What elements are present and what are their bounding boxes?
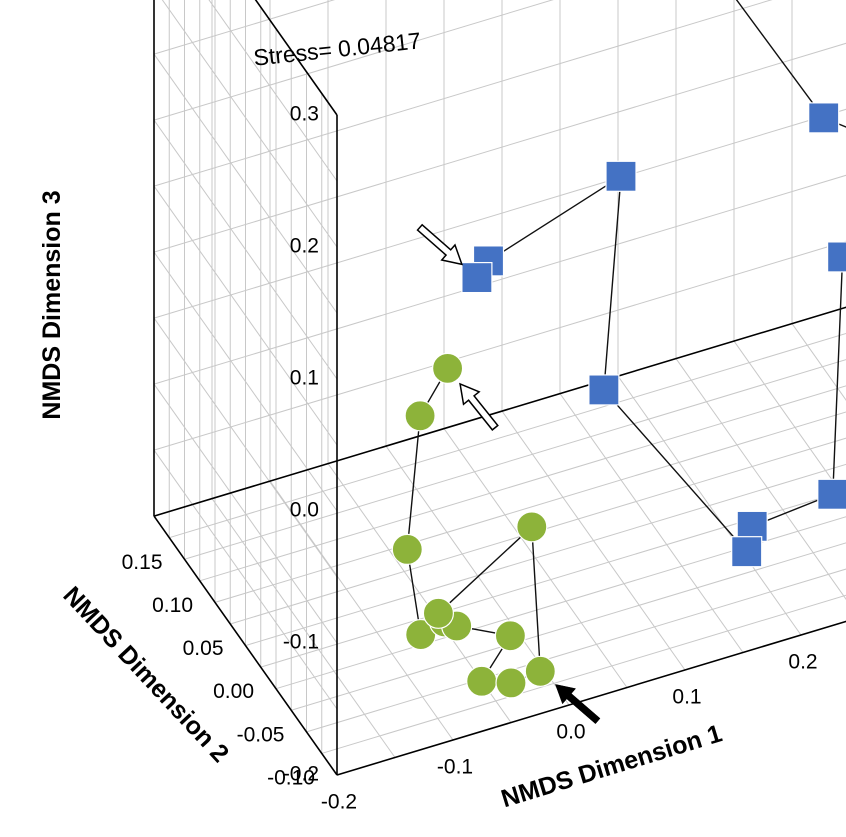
circle-point (404, 400, 436, 432)
frame-edge (153, 515, 338, 776)
back-wall-grid-line (153, 0, 554, 121)
floor-grid-line (245, 463, 846, 647)
square-point (817, 478, 846, 510)
floor-grid-line (199, 385, 846, 582)
x-tick-label: -0.1 (437, 756, 473, 779)
circle-point (391, 533, 423, 565)
side-wall-grid-line (153, 53, 338, 314)
floor-grid-line (321, 594, 846, 754)
x-tick-label: 0.1 (672, 686, 701, 709)
grid-lines (153, 0, 846, 776)
side-wall-grid-line (153, 317, 338, 578)
annotation-arrows (416, 223, 601, 725)
circle-point (432, 352, 464, 384)
back-wall-grid-line (153, 0, 336, 55)
floor-grid-line (306, 568, 846, 733)
frame-edge (153, 306, 846, 517)
trajectory-lines (406, 0, 846, 684)
y-tick-label: 0.10 (152, 594, 193, 617)
square-point (731, 536, 763, 568)
stress-label: Stress= 0.04817 (252, 27, 422, 70)
square-point (826, 241, 846, 273)
z-tick-label: -0.2 (283, 763, 319, 786)
floor-grid-line (214, 411, 846, 603)
z-tick-label: 0.1 (290, 367, 319, 390)
filled-arrow (555, 684, 601, 725)
back-wall-grid-line (153, 174, 846, 385)
square-point (808, 102, 840, 134)
y-tick-label: -0.10 (267, 767, 315, 790)
circle-point (524, 655, 556, 687)
floor-grid-line (275, 516, 846, 690)
tick-labels: -0.2 -0.1 0.0 0.1 0.2 0.3 -0.10 -0.05 0.00 0.05 0.… (122, 103, 818, 814)
circle-point (516, 511, 548, 543)
z-tick-label: 0.3 (290, 103, 319, 126)
floor-grid-line (336, 620, 846, 776)
hollow-arrow (459, 382, 499, 431)
x-tick-label: 0.0 (556, 721, 585, 744)
trajectory-line (406, 368, 542, 684)
side-wall-grid-line (153, 251, 338, 512)
z-tick-label: -0.1 (283, 631, 319, 654)
back-wall-grid-line (153, 108, 846, 319)
floor-grid-line (260, 490, 846, 668)
data-points (391, 102, 846, 699)
side-wall-grid-line (208, 0, 338, 182)
side-wall-grid-line (161, 0, 338, 248)
circle-point (495, 667, 527, 699)
floor-grid-line (230, 437, 846, 625)
back-wall-grid-line (153, 0, 773, 187)
back-wall-grid-line (153, 306, 846, 517)
floor-grid-line (291, 542, 846, 711)
z-tick-label: 0.0 (290, 499, 319, 522)
square-point (588, 374, 620, 406)
z-tick-label: 0.2 (290, 235, 319, 258)
floor-grid-line (184, 359, 846, 560)
z-axis-title: NMDS Dimension 3 (38, 190, 66, 419)
side-wall-grid-line (153, 119, 338, 380)
y-tick-label: 0.05 (183, 637, 224, 660)
back-wall-grid-line (153, 240, 846, 451)
x-axis-title: NMDS Dimension 1 (498, 719, 725, 813)
y-tick-label: -0.05 (237, 723, 285, 746)
circle-point (466, 665, 498, 697)
circle-point (422, 597, 454, 629)
y-tick-label: 0.00 (213, 680, 254, 703)
trajectory-line (476, 0, 846, 554)
square-point (461, 261, 493, 294)
side-wall-grid-line (153, 185, 338, 446)
plot-frame (153, 0, 846, 776)
y-axis-title: NMDS Dimension 2 (57, 581, 234, 768)
circle-point (494, 620, 526, 652)
square-point (605, 160, 637, 192)
frame-edge (254, 0, 338, 116)
frame-edge (336, 620, 846, 776)
y-tick-label: 0.15 (122, 551, 163, 574)
x-tick-label: -0.2 (321, 791, 357, 814)
floor-grid-line (153, 306, 846, 517)
back-wall-grid-line (153, 42, 846, 253)
hollow-arrow (416, 223, 464, 266)
side-wall-grid-line (153, 383, 338, 644)
side-wall-grid-line (153, 449, 338, 710)
x-tick-label: 0.2 (788, 651, 817, 674)
